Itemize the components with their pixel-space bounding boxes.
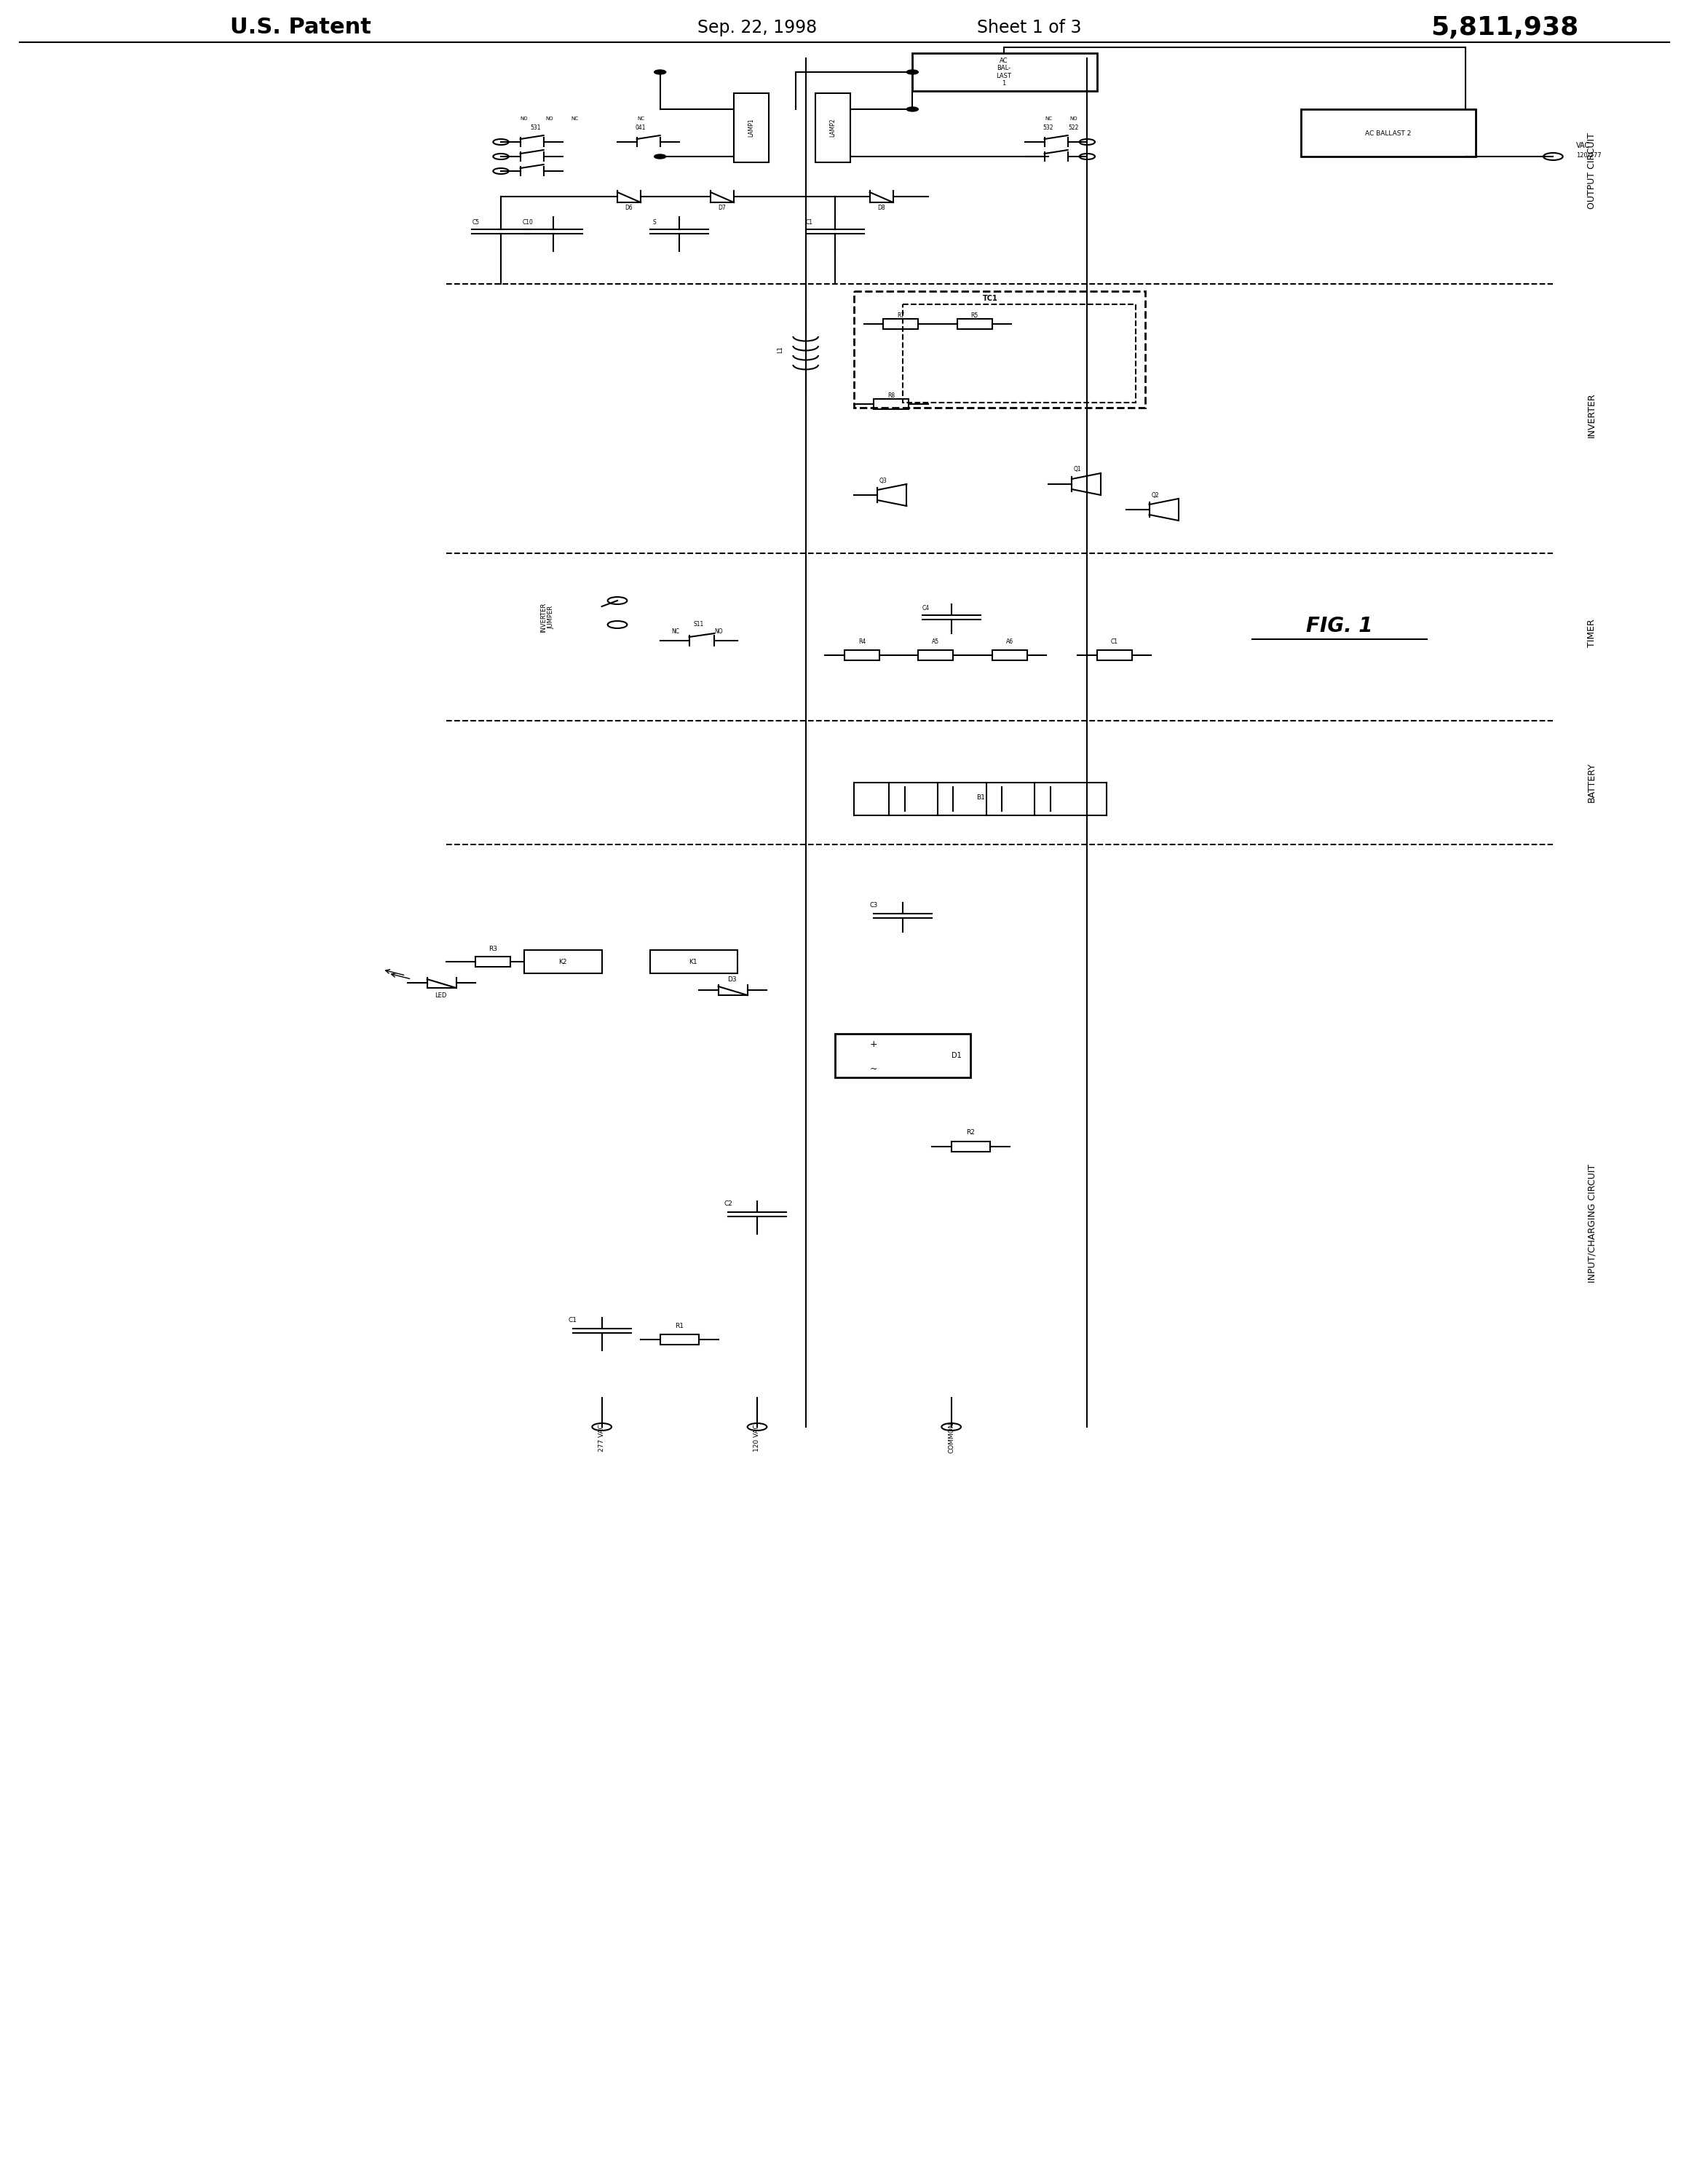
Text: 532: 532 [1044,124,1054,131]
Text: NC: NC [1045,116,1052,120]
Bar [951,1142,990,1151]
Text: R8: R8 [887,393,895,397]
Bar [733,94,768,162]
Text: TC1: TC1 [983,295,998,301]
Text: 5,811,938: 5,811,938 [1431,15,1579,39]
Text: AC
BAL-
LAST
1: AC BAL- LAST 1 [997,57,1012,87]
Text: D1: D1 [951,1053,961,1059]
Text: C2: C2 [723,1201,733,1208]
Text: OUTPUT CIRCUIT: OUTPUT CIRCUIT [1588,133,1596,210]
Circle shape [654,155,665,159]
Bar [816,94,850,162]
Text: R4: R4 [858,638,866,646]
Text: AC BALLAST 2: AC BALLAST 2 [1365,131,1410,135]
Text: 041: 041 [635,124,645,131]
Text: R5: R5 [971,312,978,319]
Text: S11: S11 [694,620,704,627]
Text: NC: NC [672,629,679,633]
Bar [1301,109,1476,157]
Text: BATTERY: BATTERY [1588,762,1596,802]
Bar [660,1334,699,1345]
Bar [919,651,953,660]
Bar [873,400,909,408]
Text: R2: R2 [966,1129,975,1136]
Text: +: + [870,1040,878,1051]
Text: K1: K1 [689,959,698,965]
Text: C3: C3 [870,902,878,909]
Bar [855,290,1145,408]
Text: NO: NO [546,116,554,120]
Bar [844,651,880,660]
Circle shape [907,107,919,111]
Text: LAMP1: LAMP1 [748,118,755,138]
Text: A6: A6 [1007,638,1013,646]
Bar [834,1033,971,1077]
Text: C5: C5 [471,221,480,227]
Text: R1: R1 [676,1324,684,1330]
Text: 531: 531 [530,124,540,131]
Text: 120/277: 120/277 [1576,153,1601,159]
Text: C1: C1 [806,221,812,227]
Text: COMMON: COMMON [948,1422,954,1452]
Text: 277 VAC: 277 VAC [598,1424,605,1452]
Text: INVERTER: INVERTER [1588,393,1596,437]
Text: 120 VAC: 120 VAC [753,1424,760,1452]
Text: D7: D7 [718,205,726,212]
Text: 522: 522 [1069,124,1079,131]
Text: INPUT/CHARGING CIRCUIT: INPUT/CHARGING CIRCUIT [1588,1164,1596,1282]
Bar [902,304,1135,402]
Text: NC: NC [637,116,644,120]
Text: A5: A5 [932,638,939,646]
Text: C1: C1 [568,1317,578,1324]
Text: U.S. Patent: U.S. Patent [230,17,372,39]
Text: Q2: Q2 [1152,491,1159,498]
Text: ~: ~ [870,1064,878,1075]
Bar [476,957,510,968]
Text: R7: R7 [897,312,905,319]
Circle shape [654,70,665,74]
Text: D6: D6 [625,205,633,212]
Text: B1: B1 [976,795,985,802]
Text: NC: NC [571,116,578,120]
Text: D8: D8 [878,205,885,212]
Text: Q3: Q3 [880,478,887,485]
Text: LED: LED [434,992,446,1000]
Text: TIMER: TIMER [1588,620,1596,646]
Text: C10: C10 [522,221,534,227]
Text: NO: NO [520,116,529,120]
Text: NO: NO [714,629,723,633]
Bar [524,950,601,974]
Text: R3: R3 [488,946,498,952]
Text: VAC: VAC [1576,142,1591,149]
Bar [650,950,738,974]
Text: D3: D3 [728,976,736,983]
Text: INVERTER
JUMPER: INVERTER JUMPER [540,603,554,633]
Bar [883,319,919,330]
Text: K2: K2 [559,959,568,965]
Text: LAMP2: LAMP2 [829,118,836,138]
Text: L1: L1 [777,345,784,354]
Text: Sheet 1 of 3: Sheet 1 of 3 [976,20,1081,37]
Text: C4: C4 [922,605,929,612]
Bar [958,319,991,330]
Text: S: S [652,221,655,227]
Circle shape [907,70,919,74]
Text: NO: NO [1069,116,1078,120]
Text: Q1: Q1 [1074,467,1081,474]
Bar [1096,651,1132,660]
Text: Sep. 22, 1998: Sep. 22, 1998 [698,20,817,37]
Text: C1: C1 [1111,638,1118,646]
Bar [991,651,1027,660]
Text: FIG. 1: FIG. 1 [1306,616,1373,636]
Bar [912,52,1096,92]
